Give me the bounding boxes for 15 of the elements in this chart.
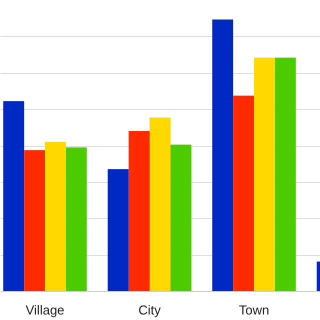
x-tick-label: City bbox=[138, 302, 162, 318]
bar bbox=[274, 58, 296, 292]
bar bbox=[150, 117, 170, 292]
bar bbox=[128, 131, 150, 292]
bar bbox=[233, 96, 254, 292]
bar bbox=[212, 20, 234, 292]
bar bbox=[170, 144, 192, 292]
x-tick-label: Village bbox=[26, 302, 64, 318]
bar bbox=[66, 147, 87, 292]
bar bbox=[108, 169, 129, 292]
bar bbox=[45, 142, 66, 292]
bar bbox=[24, 150, 46, 292]
bar bbox=[254, 58, 275, 292]
x-tick-label: Town bbox=[238, 302, 270, 318]
bar bbox=[3, 101, 24, 292]
